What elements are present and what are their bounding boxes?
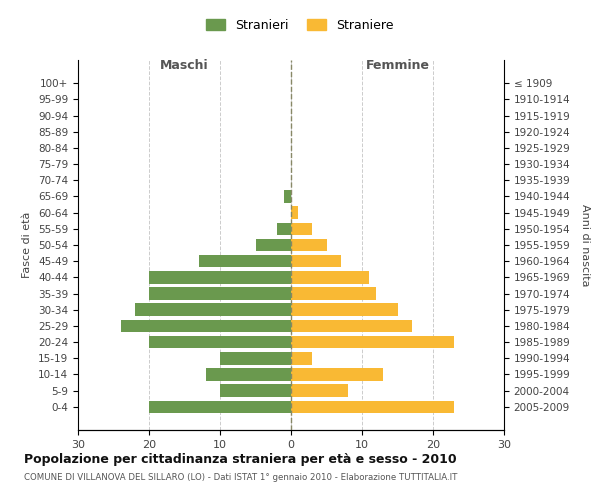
Bar [220, 352, 291, 364]
Bar [149, 287, 291, 300]
Bar [206, 368, 291, 381]
Legend: Stranieri, Straniere: Stranieri, Straniere [202, 14, 398, 37]
Bar [149, 336, 291, 348]
Bar [135, 304, 291, 316]
Text: Maschi: Maschi [160, 59, 209, 72]
Bar [220, 384, 291, 397]
Bar [291, 287, 376, 300]
Bar [291, 384, 348, 397]
Bar [149, 271, 291, 283]
Text: COMUNE DI VILLANOVA DEL SILLARO (LO) - Dati ISTAT 1° gennaio 2010 - Elaborazione: COMUNE DI VILLANOVA DEL SILLARO (LO) - D… [24, 472, 457, 482]
Text: Femmine: Femmine [365, 59, 430, 72]
Bar [256, 238, 291, 252]
Bar [291, 320, 412, 332]
Y-axis label: Anni di nascita: Anni di nascita [580, 204, 590, 286]
Bar [199, 255, 291, 268]
Bar [284, 190, 291, 203]
Bar [291, 271, 369, 283]
Bar [291, 400, 454, 413]
Text: Popolazione per cittadinanza straniera per età e sesso - 2010: Popolazione per cittadinanza straniera p… [24, 452, 457, 466]
Bar [291, 238, 326, 252]
Bar [121, 320, 291, 332]
Bar [291, 368, 383, 381]
Bar [291, 304, 398, 316]
Bar [291, 255, 341, 268]
Bar [291, 206, 298, 219]
Y-axis label: Fasce di età: Fasce di età [22, 212, 32, 278]
Bar [291, 222, 313, 235]
Bar [291, 352, 313, 364]
Bar [291, 336, 454, 348]
Bar [277, 222, 291, 235]
Bar [149, 400, 291, 413]
